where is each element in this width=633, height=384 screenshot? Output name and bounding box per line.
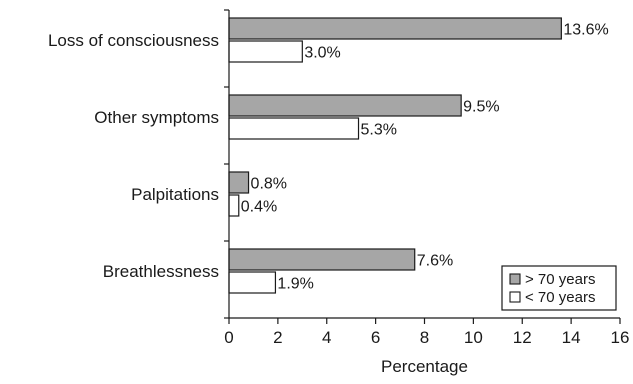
x-axis-title: Percentage [381, 357, 468, 376]
legend-swatch-over-70 [509, 273, 521, 285]
bar-over-70 [228, 94, 462, 117]
x-tick-label: 0 [224, 328, 233, 347]
value-label: 1.9% [277, 276, 313, 293]
value-label: 5.3% [361, 122, 397, 139]
value-label: 7.6% [417, 253, 453, 270]
bar-under-70 [228, 117, 360, 140]
x-tick-label: 2 [273, 328, 282, 347]
legend-label: < 70 years [525, 289, 595, 306]
value-labels: 13.6% 3.0% 9.5% 5.3% 0.8% 0.4% 7.6% 1.9% [241, 22, 609, 293]
ticks-layer: 0 2 4 6 8 10 12 14 16 [224, 9, 630, 347]
bar-over-70 [228, 248, 416, 271]
x-tick-label: 6 [371, 328, 380, 347]
category-labels: Loss of consciousness Other symptoms Palpi… [48, 31, 219, 281]
value-label: 3.0% [304, 45, 340, 62]
category-label: Other symptoms [94, 108, 219, 127]
legend-label: > 70 years [525, 271, 595, 288]
category-label: Breathlessness [103, 262, 219, 281]
bar-over-70 [228, 17, 562, 40]
category-label: Loss of consciousness [48, 31, 219, 50]
x-tick-label: 8 [420, 328, 429, 347]
x-tick-label: 10 [464, 328, 483, 347]
bars-layer [228, 17, 562, 294]
legend: > 70 years< 70 years [501, 265, 617, 311]
bar-over-70 [228, 171, 250, 194]
x-tick-label: 14 [562, 328, 581, 347]
bar-under-70 [228, 271, 277, 294]
x-tick-label: 12 [513, 328, 532, 347]
legend-swatch-under-70 [509, 291, 521, 303]
bar-under-70 [228, 40, 303, 63]
bar-under-70 [228, 194, 240, 217]
legend-box [501, 265, 617, 311]
category-label: Palpitations [131, 185, 219, 204]
value-label: 0.4% [241, 199, 277, 216]
value-label: 0.8% [251, 176, 287, 193]
value-label: 13.6% [563, 22, 608, 39]
value-label: 9.5% [463, 99, 499, 116]
x-tick-label: 16 [611, 328, 630, 347]
x-tick-label: 4 [322, 328, 331, 347]
